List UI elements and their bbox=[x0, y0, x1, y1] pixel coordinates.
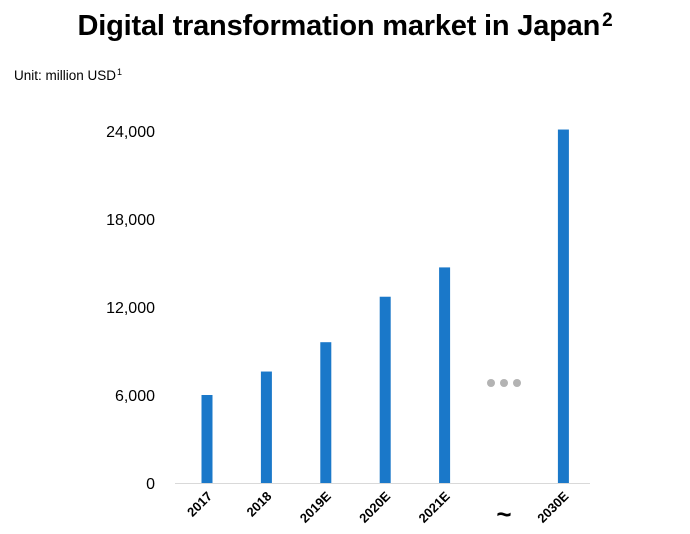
axis-break-label: ~ bbox=[496, 499, 511, 529]
x-axis: 2017 2018 2019E 2020E 2021E ~2030E bbox=[184, 488, 572, 529]
y-axis: 0 6,000 12,000 18,000 24,000 bbox=[106, 124, 155, 493]
x-tick-label: 2021E bbox=[416, 488, 453, 525]
unit-label: Unit: million USD1 bbox=[14, 67, 122, 83]
axis-break-dot bbox=[487, 379, 495, 387]
unit-label-text: Unit: million USD bbox=[14, 68, 117, 83]
bar bbox=[557, 129, 569, 484]
x-tick-label: 2017 bbox=[184, 489, 215, 520]
y-tick-label: 18,000 bbox=[106, 212, 155, 229]
bar bbox=[260, 371, 272, 483]
bar-series bbox=[201, 129, 569, 484]
x-tick-label: 2020E bbox=[356, 488, 393, 525]
chart-title-text: Digital transformation market in Japan bbox=[77, 10, 601, 42]
axis-break-dot bbox=[513, 379, 521, 387]
y-tick-label: 0 bbox=[146, 476, 155, 493]
bar bbox=[201, 395, 213, 483]
chart-title-footnote: 2 bbox=[602, 10, 613, 31]
y-tick-label: 6,000 bbox=[115, 388, 155, 405]
unit-label-footnote: 1 bbox=[117, 67, 123, 77]
x-tick-label: 2019E bbox=[297, 488, 334, 525]
bar bbox=[320, 342, 332, 483]
x-tick-label: 2030E bbox=[534, 488, 571, 525]
x-tick-label: 2018 bbox=[243, 489, 274, 520]
chart-title: Digital transformation market in Japan 2 bbox=[0, 10, 690, 43]
bar bbox=[439, 267, 451, 483]
y-tick-label: 12,000 bbox=[106, 300, 155, 317]
bar bbox=[379, 296, 391, 483]
axis-break-dot bbox=[500, 379, 508, 387]
y-tick-label: 24,000 bbox=[106, 124, 155, 141]
